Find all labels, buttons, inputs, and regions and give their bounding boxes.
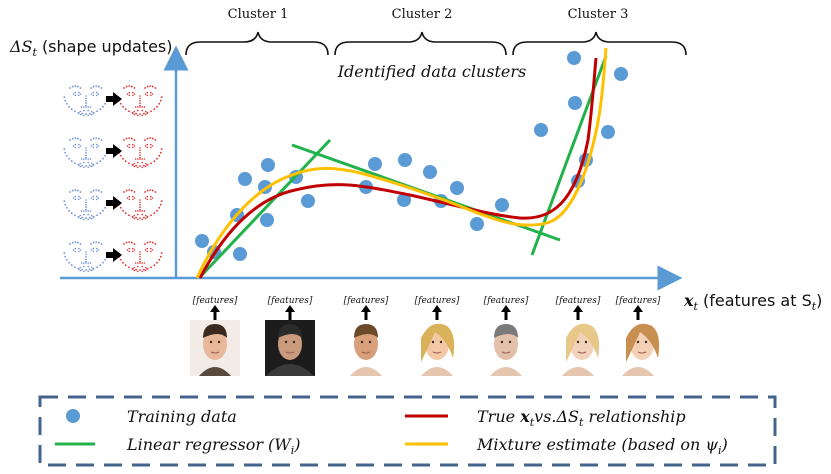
feature-item: [features] [265, 296, 315, 376]
y-axis-label: ΔSt (shape updates) [9, 37, 173, 59]
mixture-estimate-curve [195, 47, 608, 279]
training-point [534, 123, 548, 137]
training-point [450, 181, 464, 195]
shape-before-icon [63, 189, 109, 221]
shape-after-icon [117, 189, 163, 221]
up-arrow-icon [432, 305, 442, 320]
shape-after-icon [117, 241, 163, 273]
cluster-1-brace [185, 31, 329, 56]
shape-update-pair [63, 189, 163, 221]
features-label: [features] [415, 296, 460, 306]
legend-mixture-label: Mixture estimate (based on ψi) [476, 435, 728, 457]
training-point [261, 158, 275, 172]
face-photo [415, 320, 459, 376]
training-point [301, 194, 315, 208]
shape-update-pair [63, 85, 163, 117]
face-photo [618, 320, 660, 376]
training-point [233, 247, 247, 261]
up-arrow-icon [285, 305, 295, 320]
training-point [195, 234, 209, 248]
feature-item: [features] [484, 296, 529, 376]
features-label: [features] [268, 296, 313, 306]
features-label: [features] [193, 296, 238, 306]
up-arrow-icon [361, 305, 371, 320]
feature-item: [features] [190, 296, 240, 376]
right-arrow-icon [106, 196, 122, 210]
features-label: [features] [556, 296, 601, 306]
cluster-braces [185, 31, 687, 56]
legend-box [38, 395, 777, 467]
feature-item: [features] [556, 296, 601, 376]
training-point [238, 172, 252, 186]
right-arrow-icon [106, 248, 122, 262]
shape-update-pair [63, 241, 163, 273]
linear-regressor-1 [198, 138, 332, 279]
training-point [260, 213, 274, 227]
training-points [195, 51, 628, 261]
legend-training-label: Training data [127, 407, 237, 426]
shape-pairs [63, 85, 163, 273]
training-point [397, 193, 411, 207]
up-arrow-icon [210, 305, 220, 320]
feature-item: [features] [344, 296, 389, 376]
right-arrow-icon [106, 92, 122, 106]
shape-update-pair [63, 137, 163, 169]
training-point [601, 125, 615, 139]
up-arrow-icon [501, 305, 511, 320]
training-point [423, 165, 437, 179]
clusters-caption: Identified data clusters [337, 62, 527, 81]
training-point [398, 153, 412, 167]
face-photo [558, 320, 600, 376]
features-label: [features] [344, 296, 389, 306]
shape-after-icon [117, 137, 163, 169]
legend-training-marker [66, 409, 80, 423]
legend-linear-label: Linear regressor (Wi) [126, 435, 301, 457]
feature-item: [features] [415, 296, 460, 376]
face-photo [344, 320, 388, 376]
cluster-3-brace [512, 31, 687, 56]
training-point [495, 198, 509, 212]
cluster-2-label: Cluster 2 [392, 7, 453, 22]
cluster-3-label: Cluster 3 [568, 7, 629, 22]
shape-before-icon [63, 241, 109, 273]
face-photo [190, 320, 240, 376]
x-axis-label: xt (features at St) [683, 291, 822, 313]
up-arrow-icon [633, 305, 643, 320]
training-point [568, 96, 582, 110]
training-point [567, 51, 581, 65]
face-photo [265, 320, 315, 376]
legend-true-label: True xtvs.ΔSt relationship [477, 407, 686, 429]
cluster-1-label: Cluster 1 [228, 7, 289, 22]
training-point [368, 157, 382, 171]
feature-item: [features] [616, 296, 661, 376]
training-point [470, 217, 484, 231]
shape-before-icon [63, 137, 109, 169]
right-arrow-icon [106, 144, 122, 158]
shape-before-icon [63, 85, 109, 117]
shape-after-icon [117, 85, 163, 117]
face-photo [484, 320, 528, 376]
features-label: [features] [616, 296, 661, 306]
features-label: [features] [484, 296, 529, 306]
feature-row: [features] [features] [features] [features]… [190, 296, 661, 376]
cluster-2-brace [334, 31, 507, 56]
up-arrow-icon [573, 305, 583, 320]
training-point [614, 67, 628, 81]
legend: Training data Linear regressor (Wi) True… [38, 395, 777, 467]
